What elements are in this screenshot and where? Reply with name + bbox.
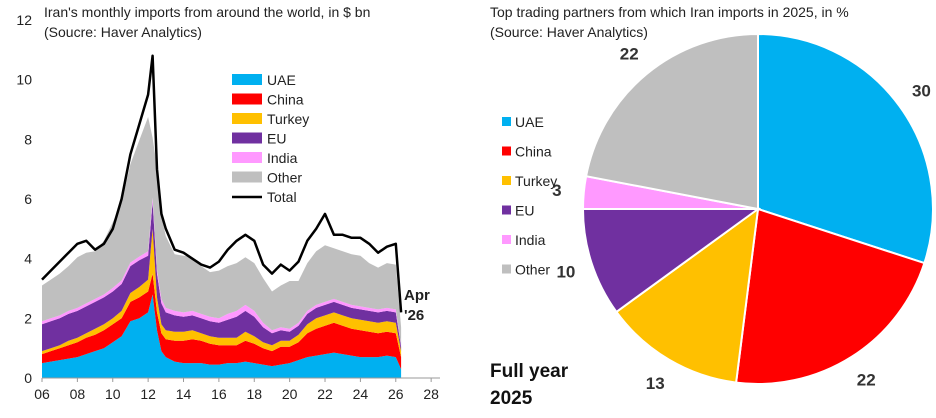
- legend-label-india: India: [267, 150, 298, 166]
- y-tick-label: 12: [16, 12, 32, 28]
- legend-label-uae: UAE: [267, 72, 296, 88]
- pie-label-other: 22: [620, 44, 639, 63]
- x-tick-label: 08: [70, 386, 86, 402]
- legend-swatch-other: [232, 171, 262, 183]
- area-plot: [41, 54, 403, 378]
- right-chart-title: Top trading partners from which Iran imp…: [490, 4, 849, 20]
- pie-slice-china: [734, 207, 926, 385]
- y-tick-label: 8: [24, 131, 32, 147]
- x-tick-label: 06: [34, 386, 50, 402]
- left-chart-source: (Soucre: Haver Analytics): [44, 24, 202, 40]
- x-tick-label: 20: [282, 386, 298, 402]
- pie-legend-swatch-eu: [502, 205, 511, 215]
- footnote-full-year: Full year: [490, 361, 569, 382]
- legend-label-turkey: Turkey: [267, 111, 309, 127]
- legend-swatch-eu: [232, 132, 262, 144]
- annotation-apr: Apr: [404, 287, 430, 304]
- footnote-year: 2025: [490, 388, 533, 409]
- y-tick-label: 10: [16, 72, 32, 88]
- pie-legend-swatch-turkey: [502, 176, 511, 185]
- x-tick-label: 28: [423, 386, 439, 402]
- legend-swatch-turkey: [232, 113, 262, 124]
- pie-legend-label-turkey: Turkey: [515, 173, 557, 189]
- pie-label-uae: 30: [912, 81, 931, 100]
- x-tick-label: 14: [176, 386, 192, 402]
- area-series-other: [42, 117, 402, 346]
- left-chart-title: Iran's monthly imports from around the w…: [44, 4, 370, 20]
- pie-legend-label-eu: EU: [515, 203, 534, 219]
- pie-legend-swatch-india: [502, 235, 511, 244]
- pie-legend-swatch-china: [502, 146, 511, 156]
- area-legend: UAE China Turkey EU India Other Total: [232, 72, 309, 205]
- legend-label-other: Other: [267, 170, 302, 186]
- x-tick-label: 10: [105, 386, 121, 402]
- annotation-year: '26: [404, 307, 424, 324]
- area-series-turkey: [42, 228, 402, 358]
- pie-slice-uae: [757, 32, 934, 265]
- pie-label-india: 3: [552, 181, 561, 200]
- x-tick-label: 12: [140, 386, 156, 402]
- x-tick-label: 22: [317, 386, 333, 402]
- pie-legend-swatch-other: [502, 264, 511, 274]
- legend-label-total: Total: [267, 189, 297, 205]
- x-tick-label: 16: [211, 386, 227, 402]
- y-tick-label: 4: [24, 251, 32, 267]
- area-series-uae: [42, 294, 402, 378]
- y-tick-label: 0: [24, 370, 32, 386]
- x-tick-label: 26: [388, 386, 404, 402]
- pie-legend-label-uae: UAE: [515, 114, 544, 130]
- pie-slice-other: [584, 32, 759, 211]
- pie-label-china: 22: [857, 371, 876, 390]
- total-line: [41, 54, 403, 313]
- area-series-india: [42, 197, 402, 347]
- area-series-eu: [42, 202, 402, 352]
- pie-legend-label-india: India: [515, 232, 546, 248]
- pie-slice-eu: [581, 208, 762, 314]
- right-chart-source: (Source: Haver Analytics): [490, 24, 648, 40]
- area-series-china: [42, 273, 402, 370]
- pie-legend-label-other: Other: [515, 262, 550, 278]
- legend-swatch-china: [232, 93, 262, 105]
- x-tick-label: 24: [353, 386, 369, 402]
- pie-legend-label-china: China: [515, 144, 552, 160]
- pie-label-eu: 10: [556, 262, 575, 281]
- pie-legend-swatch-uae: [502, 117, 511, 126]
- legend-label-china: China: [267, 92, 304, 108]
- legend-swatch-india: [232, 152, 262, 163]
- pie-slice-turkey: [615, 206, 760, 384]
- y-tick-label: 2: [24, 310, 32, 326]
- pie-label-turkey: 13: [646, 374, 665, 393]
- legend-label-eu: EU: [267, 131, 286, 147]
- legend-swatch-uae: [232, 74, 262, 85]
- pie-legend: UAE China Turkey EU India Other: [502, 114, 557, 278]
- pie-chart: 30 22 13 10 3 22: [552, 32, 934, 393]
- y-tick-label: 6: [24, 191, 32, 207]
- x-tick-label: 18: [246, 386, 262, 402]
